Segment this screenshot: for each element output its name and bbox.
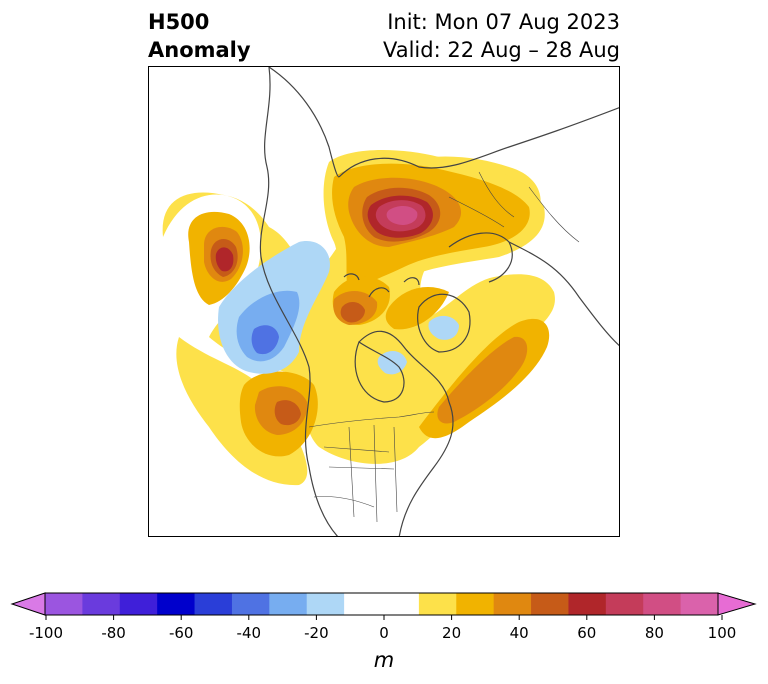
title-field: Anomaly (148, 38, 251, 62)
positive-anomalies (162, 150, 555, 486)
north-america-east-coast (358, 330, 454, 536)
colorbar-ticks (45, 615, 723, 620)
map-title: H500 Anomaly (148, 8, 251, 64)
colorbar-segment (231, 593, 270, 615)
colorbar-extend-max (717, 592, 757, 616)
colorbar-segment (493, 593, 532, 615)
north-america-west-coast (259, 67, 339, 536)
colorbar-frame (44, 592, 719, 616)
colorbar-segment (119, 593, 158, 615)
colorbar-tick-label: 80 (644, 624, 664, 642)
colorbar-tick-label: 60 (577, 624, 597, 642)
colorbar-segment (82, 593, 121, 615)
title-variable: H500 (148, 10, 210, 34)
colorbar-tick-label: 40 (509, 624, 529, 642)
colorbar-segment (344, 593, 382, 615)
scandinavia (448, 232, 513, 283)
greenland (417, 293, 471, 353)
colorbar-segment (194, 593, 233, 615)
colorbar-segment (45, 593, 83, 615)
anomaly-fill (428, 315, 459, 340)
anomaly-map (148, 66, 620, 537)
colorbar-segment (456, 593, 495, 615)
colorbar-tick-label: 20 (442, 624, 462, 642)
europe (508, 241, 619, 347)
colorbar-segment (381, 593, 420, 615)
colorbar-tick-label: -80 (101, 624, 126, 642)
colorbar-extend-min (10, 592, 46, 616)
anomaly-fill (385, 287, 449, 330)
anomaly-fill (340, 301, 365, 323)
colorbar-tick-label: -60 (168, 624, 194, 642)
map-svg (162, 67, 619, 536)
colorbar-segment (157, 593, 196, 615)
colorbar-tick-label: -40 (236, 624, 262, 642)
state-lines (323, 424, 398, 523)
colorbar-segment (531, 593, 569, 615)
colorbar-tick-label: -100 (28, 624, 64, 642)
arctic-islands (343, 273, 420, 298)
eurasia-coast (338, 107, 619, 178)
colorbar-segment (306, 593, 345, 615)
colorbar (10, 592, 757, 620)
anomaly-fill (437, 336, 528, 424)
colorbar-tick-label: -20 (304, 624, 329, 642)
anomaly-fill (274, 400, 301, 426)
asia-east (268, 67, 340, 178)
colorbar-unit: m (373, 648, 395, 672)
colorbar-segment (643, 593, 682, 615)
anomaly-fill (215, 247, 234, 272)
coastlines (259, 67, 619, 536)
anomaly-fill (251, 325, 279, 355)
russia-borders (448, 171, 580, 243)
us-mexico-border (313, 496, 375, 508)
colorbar-segment (568, 593, 607, 615)
colorbar-segment (269, 593, 308, 615)
init-date: Init: Mon 07 Aug 2023 (387, 10, 620, 34)
map-dates: Init: Mon 07 Aug 2023 Valid: 22 Aug – 28… (383, 8, 620, 64)
colorbar-segments (10, 592, 757, 616)
colorbar-tick-label: 100 (707, 624, 737, 642)
hudson-bay (354, 341, 405, 403)
colorbar-tick-label: 0 (379, 624, 389, 642)
us-canada-border (308, 411, 435, 428)
anomaly-fill (386, 206, 418, 225)
valid-range: Valid: 22 Aug – 28 Aug (382, 38, 620, 62)
political-borders (308, 171, 580, 523)
colorbar-segment (605, 593, 644, 615)
colorbar-segment (418, 593, 457, 615)
colorbar-segment (680, 593, 719, 615)
